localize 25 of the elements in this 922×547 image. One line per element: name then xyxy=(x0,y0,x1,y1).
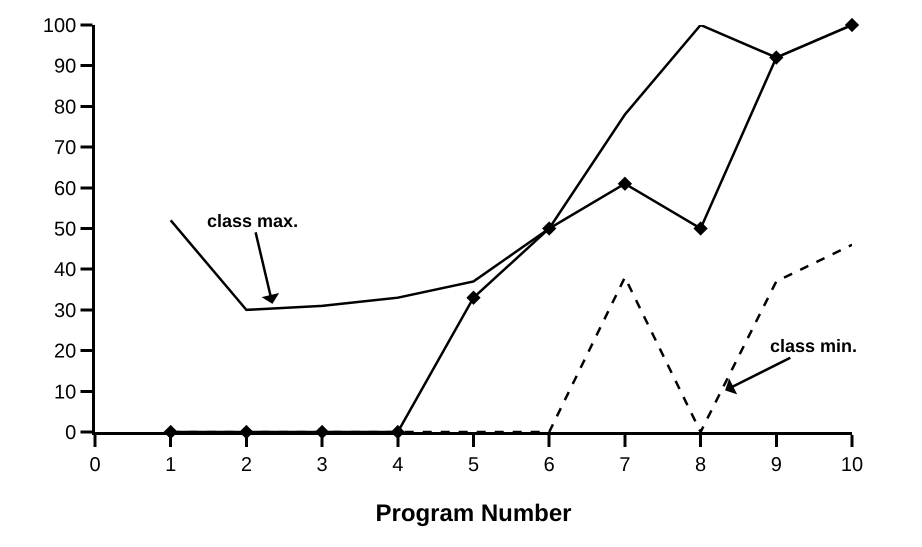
x-tick-label: 9 xyxy=(770,454,782,476)
y-tick-label: 100 xyxy=(42,15,76,37)
annotation: class max. xyxy=(207,211,298,231)
y-tick-label: 10 xyxy=(54,381,76,404)
annotation: class min. xyxy=(770,336,858,356)
x-tick-label: 4 xyxy=(392,454,404,476)
x-tick-label: 2 xyxy=(240,454,252,476)
x-tick-label: 0 xyxy=(89,454,101,476)
x-tick-label: 6 xyxy=(544,454,555,476)
y-tick-label: 30 xyxy=(54,300,76,322)
x-axis-title: Program Number xyxy=(375,500,572,528)
x-tick-label: 5 xyxy=(468,454,480,476)
y-tick-label: 50 xyxy=(54,218,76,240)
y-tick-label: 90 xyxy=(54,56,76,78)
x-tick-label: 1 xyxy=(165,454,176,476)
y-tick-label: 20 xyxy=(54,340,76,363)
x-tick-label: 10 xyxy=(840,454,864,476)
y-tick-label: 0 xyxy=(65,422,76,444)
x-tick-label: 7 xyxy=(619,454,630,476)
y-tick-label: 80 xyxy=(54,96,76,118)
y-tick-label: 70 xyxy=(54,137,76,160)
y-tick-label: 60 xyxy=(54,178,76,200)
x-tick-label: 3 xyxy=(316,454,328,476)
x-tick-label: 8 xyxy=(695,454,706,476)
y-tick-label: 40 xyxy=(54,259,76,282)
